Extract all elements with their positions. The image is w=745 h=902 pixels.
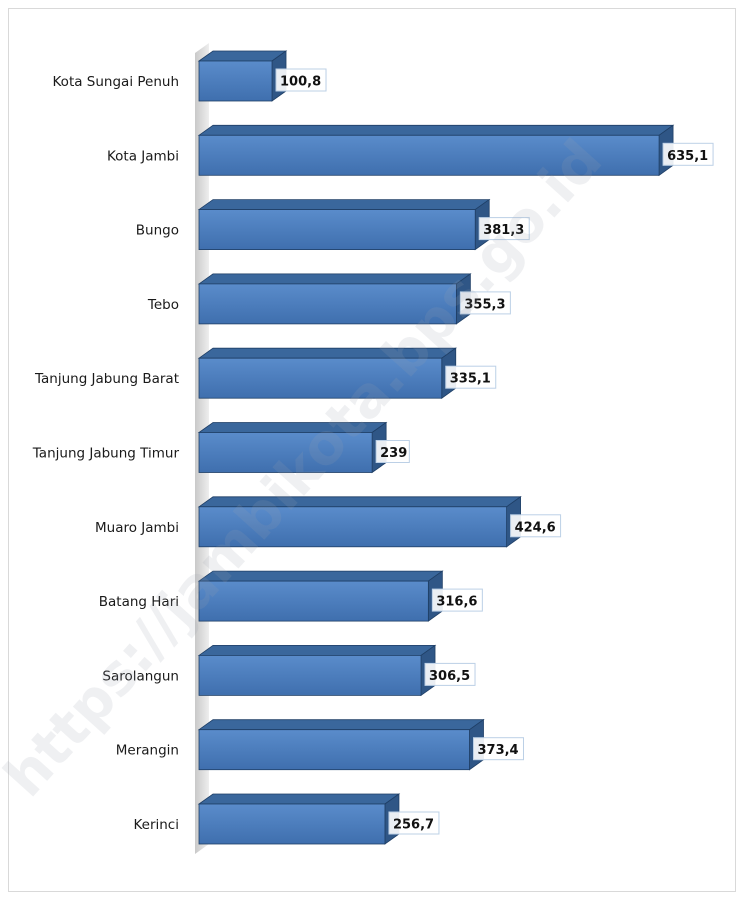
- bar: [197, 198, 491, 251]
- bar-top-face: [197, 793, 401, 805]
- bar-top-face: [197, 273, 472, 285]
- bar-chart: Kota Sungai Penuh Kota Jambi Bungo Tebo Tanj…: [32, 43, 714, 854]
- data-label-box: [275, 68, 327, 92]
- bar: [197, 570, 444, 622]
- data-label-box: [510, 514, 562, 538]
- category-label: Kota Jambi: [107, 148, 179, 164]
- bar-top-face: [197, 496, 522, 508]
- data-label: 635,1: [667, 149, 708, 164]
- bar: [197, 793, 401, 845]
- bar-front-face: [198, 60, 273, 102]
- bar: [197, 347, 457, 399]
- data-label: 239: [380, 446, 407, 461]
- bar-front-face: [198, 432, 373, 473]
- category-label: Sarolangun: [102, 668, 179, 684]
- data-label-box: [375, 440, 410, 463]
- data-label: 306,5: [429, 669, 470, 684]
- data-label-box: [388, 811, 440, 835]
- category-label: Kerinci: [133, 817, 179, 833]
- bar-front-face: [198, 655, 422, 696]
- data-label: 100,8: [280, 75, 321, 90]
- category-label: Tanjung Jabung Barat: [34, 371, 179, 387]
- bar: [197, 421, 388, 474]
- bar-top-face: [197, 570, 444, 582]
- data-label-box: [459, 291, 511, 315]
- bar: [197, 718, 485, 771]
- bar-top-face: [197, 347, 457, 359]
- category-label: Tanjung Jabung Timur: [32, 446, 180, 462]
- data-label-box: [478, 217, 530, 241]
- data-label: 335,1: [450, 372, 491, 387]
- data-label: 381,3: [483, 223, 524, 238]
- category-label: Muaro Jambi: [95, 520, 179, 536]
- data-labels: 100,8 635,1 381,3 355,3 335,1 239 424,6 316,6 30…: [275, 68, 714, 835]
- bar-front-face: [198, 803, 386, 845]
- bar-top-face: [197, 719, 485, 731]
- data-label-box: [431, 588, 483, 612]
- bar-top-face: [197, 124, 675, 136]
- data-label: 424,6: [515, 520, 556, 535]
- bar-top-face: [197, 199, 491, 211]
- bar-top-face: [197, 422, 388, 433]
- data-label-box: [472, 737, 524, 761]
- bar-top-face: [197, 50, 288, 62]
- bar-front-face: [198, 357, 443, 399]
- bar-front-face: [198, 729, 470, 771]
- data-label-box: [424, 662, 476, 686]
- bar: [197, 124, 675, 177]
- bar-front-face: [198, 580, 429, 622]
- bar-top-face: [197, 645, 437, 656]
- data-label-box: [445, 365, 497, 389]
- data-label: 316,6: [436, 595, 477, 610]
- bar: [197, 50, 288, 102]
- bars: [197, 50, 675, 845]
- category-labels: Kota Sungai Penuh Kota Jambi Bungo Tebo Tanj…: [32, 74, 180, 833]
- bar: [197, 273, 472, 325]
- category-label: Kota Sungai Penuh: [53, 74, 180, 90]
- category-label: Batang Hari: [99, 594, 179, 610]
- bar: [197, 644, 437, 697]
- chart-frame: Kota Sungai Penuh Kota Jambi Bungo Tebo Tanj…: [8, 8, 736, 892]
- category-label: Tebo: [147, 297, 179, 313]
- bar-front-face: [198, 283, 457, 325]
- data-label: 355,3: [464, 297, 505, 312]
- category-label: Merangin: [116, 743, 179, 759]
- bar-front-face: [198, 134, 660, 176]
- data-label: 256,7: [393, 818, 434, 833]
- category-label: Bungo: [136, 223, 179, 239]
- bar-front-face: [198, 209, 476, 251]
- bar-front-face: [198, 506, 507, 548]
- data-label: 373,4: [477, 743, 518, 758]
- data-label-box: [662, 142, 714, 166]
- bar: [197, 496, 522, 548]
